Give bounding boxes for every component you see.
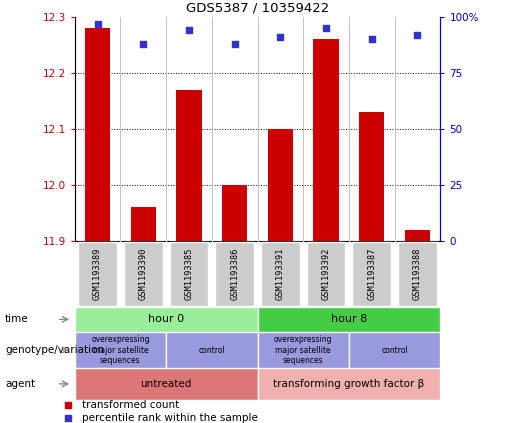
Bar <box>268 129 293 241</box>
FancyBboxPatch shape <box>398 242 437 306</box>
FancyBboxPatch shape <box>306 242 346 306</box>
Text: overexpressing
major satellite
sequences: overexpressing major satellite sequences <box>91 335 150 365</box>
FancyBboxPatch shape <box>261 242 300 306</box>
Text: control: control <box>381 346 408 354</box>
Text: percentile rank within the sample: percentile rank within the sample <box>82 413 259 423</box>
Text: hour 0: hour 0 <box>148 314 184 324</box>
Text: untreated: untreated <box>141 379 192 389</box>
Text: hour 8: hour 8 <box>331 314 367 324</box>
Text: genotype/variation: genotype/variation <box>5 345 104 355</box>
Text: GSM1193391: GSM1193391 <box>276 247 285 300</box>
Bar <box>314 39 339 241</box>
Bar <box>131 208 156 241</box>
Bar <box>85 28 110 241</box>
Text: GSM1193388: GSM1193388 <box>413 247 422 300</box>
Bar <box>75 368 258 400</box>
FancyBboxPatch shape <box>169 242 209 306</box>
Point <box>322 25 330 32</box>
Point <box>231 41 239 47</box>
FancyBboxPatch shape <box>78 242 117 306</box>
Text: control: control <box>198 346 225 354</box>
Bar <box>166 332 258 368</box>
Text: transformed count: transformed count <box>82 400 180 410</box>
Bar <box>176 90 201 241</box>
Text: overexpressing
major satellite
sequences: overexpressing major satellite sequences <box>274 335 333 365</box>
Text: transforming growth factor β: transforming growth factor β <box>273 379 424 389</box>
Bar <box>258 332 349 368</box>
FancyBboxPatch shape <box>124 242 163 306</box>
FancyBboxPatch shape <box>215 242 254 306</box>
Bar <box>349 332 440 368</box>
Text: GSM1193389: GSM1193389 <box>93 247 102 300</box>
Point <box>93 20 101 27</box>
Text: GSM1193392: GSM1193392 <box>321 247 331 300</box>
FancyBboxPatch shape <box>352 242 391 306</box>
Point <box>139 41 147 47</box>
Bar <box>75 307 258 332</box>
Text: time: time <box>5 314 29 324</box>
Bar <box>258 307 440 332</box>
Bar <box>359 112 384 241</box>
Text: GSM1193387: GSM1193387 <box>367 247 376 300</box>
Point <box>414 31 422 38</box>
Point <box>185 27 193 34</box>
Text: GSM1193390: GSM1193390 <box>139 247 148 300</box>
Bar <box>75 332 166 368</box>
Point <box>368 36 376 43</box>
Bar <box>258 368 440 400</box>
Title: GDS5387 / 10359422: GDS5387 / 10359422 <box>186 1 329 14</box>
Bar <box>222 185 247 241</box>
Text: GSM1193386: GSM1193386 <box>230 247 239 300</box>
Text: GSM1193385: GSM1193385 <box>184 247 194 300</box>
Bar <box>405 230 430 241</box>
Point <box>276 34 284 41</box>
Text: agent: agent <box>5 379 35 389</box>
